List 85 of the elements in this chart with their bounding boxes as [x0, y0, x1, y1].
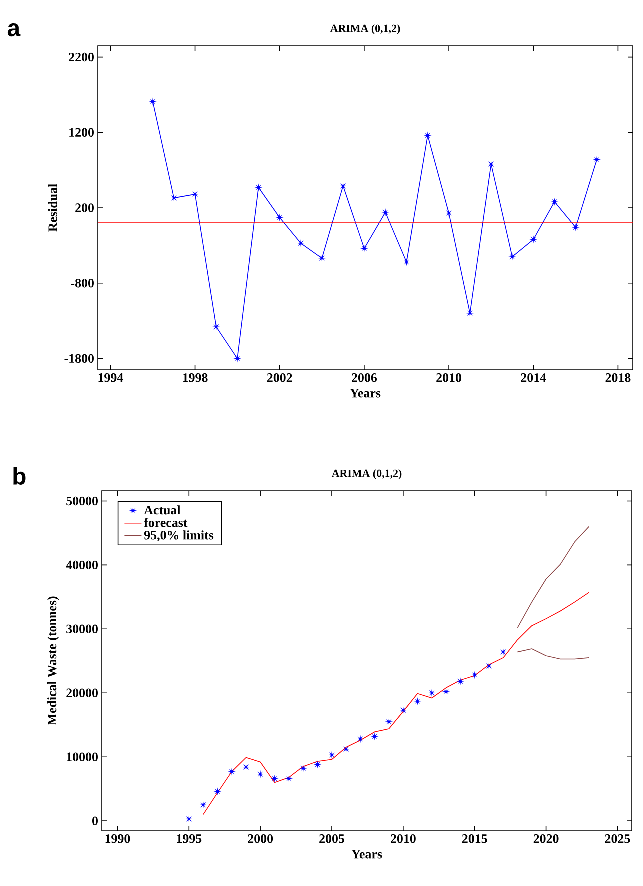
point	[385, 718, 394, 726]
y-tick-label: 50000	[66, 496, 98, 506]
x-tick-label: 2025	[605, 834, 630, 844]
point	[442, 688, 450, 696]
x-tick-label: 2005	[320, 834, 344, 844]
x-tick-label: 2002	[267, 374, 292, 382]
point	[593, 156, 602, 164]
point	[342, 745, 350, 754]
x-tick-label: 1994	[98, 374, 124, 382]
chart-title: ARIMA (0,1,2)	[332, 470, 402, 480]
point	[199, 801, 208, 810]
y-tick-label: -1800	[64, 354, 94, 364]
point	[445, 209, 454, 218]
x-tick-label: 2020	[534, 834, 559, 844]
point	[550, 198, 559, 206]
y-tick-label: 2200	[69, 52, 94, 62]
y-axis-title: Residual	[48, 184, 58, 232]
x-axis-title: Years	[352, 850, 382, 859]
point	[314, 760, 322, 769]
point	[297, 239, 306, 248]
point	[370, 732, 379, 741]
y-tick-label: 1200	[70, 128, 94, 138]
point	[185, 815, 194, 824]
x-tick-label: 2010	[436, 374, 462, 382]
legend-label: Actual	[144, 506, 181, 515]
point	[318, 254, 326, 262]
x-tick-label: 2018	[606, 374, 631, 382]
point	[228, 768, 236, 776]
x-tick-label: 2014	[521, 374, 546, 382]
legend-label: 95,0% limits	[144, 530, 214, 542]
point	[508, 252, 516, 261]
y-tick-label: 10000	[67, 752, 98, 762]
x-tick-label: 2000	[248, 834, 274, 844]
x-axis-title: Years	[350, 389, 381, 398]
line-series	[203, 592, 590, 816]
point	[428, 689, 436, 698]
y-tick-label: 0	[92, 816, 98, 826]
x-tick-label: 1990	[106, 834, 130, 844]
x-tick-label: 1998	[183, 374, 208, 382]
point	[485, 662, 494, 670]
line-series	[517, 526, 590, 628]
y-axis-title: Medical Waste (tonnes)	[48, 596, 60, 726]
legend-label: forecast	[144, 518, 188, 528]
point	[242, 763, 250, 772]
text: a	[8, 24, 21, 37]
x-tick-label: 2006	[352, 374, 378, 382]
point	[254, 184, 263, 192]
point	[299, 764, 308, 773]
point	[191, 190, 200, 198]
line-series	[517, 648, 590, 660]
point	[470, 671, 479, 680]
y-tick-label: 20000	[66, 688, 98, 698]
point	[399, 706, 408, 714]
point	[356, 735, 365, 744]
y-tick-label: 30000	[66, 624, 98, 634]
point	[214, 788, 222, 796]
point	[466, 309, 474, 318]
point	[487, 160, 496, 168]
point	[339, 182, 348, 190]
point	[456, 678, 465, 686]
text: b	[14, 467, 26, 485]
point	[402, 258, 411, 266]
chart-title: ARIMA (0,1,2)	[330, 24, 400, 34]
point	[328, 751, 336, 760]
x-tick-label: 2015	[462, 834, 488, 844]
point	[170, 194, 178, 202]
point	[530, 236, 538, 244]
point	[572, 224, 580, 232]
y-tick-label: 200	[76, 204, 94, 212]
point	[270, 774, 279, 783]
point	[499, 648, 508, 656]
point	[424, 132, 432, 140]
point	[360, 244, 368, 253]
y-tick-label: -800	[71, 278, 94, 288]
point	[382, 208, 390, 217]
point	[285, 774, 294, 783]
y-tick-label: 40000	[66, 560, 98, 570]
point	[234, 354, 242, 363]
x-tick-label: 2010	[391, 834, 416, 844]
x-tick-label: 1995	[177, 834, 202, 844]
point	[148, 98, 157, 106]
point	[212, 323, 220, 332]
point	[256, 770, 265, 778]
point	[414, 697, 422, 706]
point	[276, 214, 284, 222]
